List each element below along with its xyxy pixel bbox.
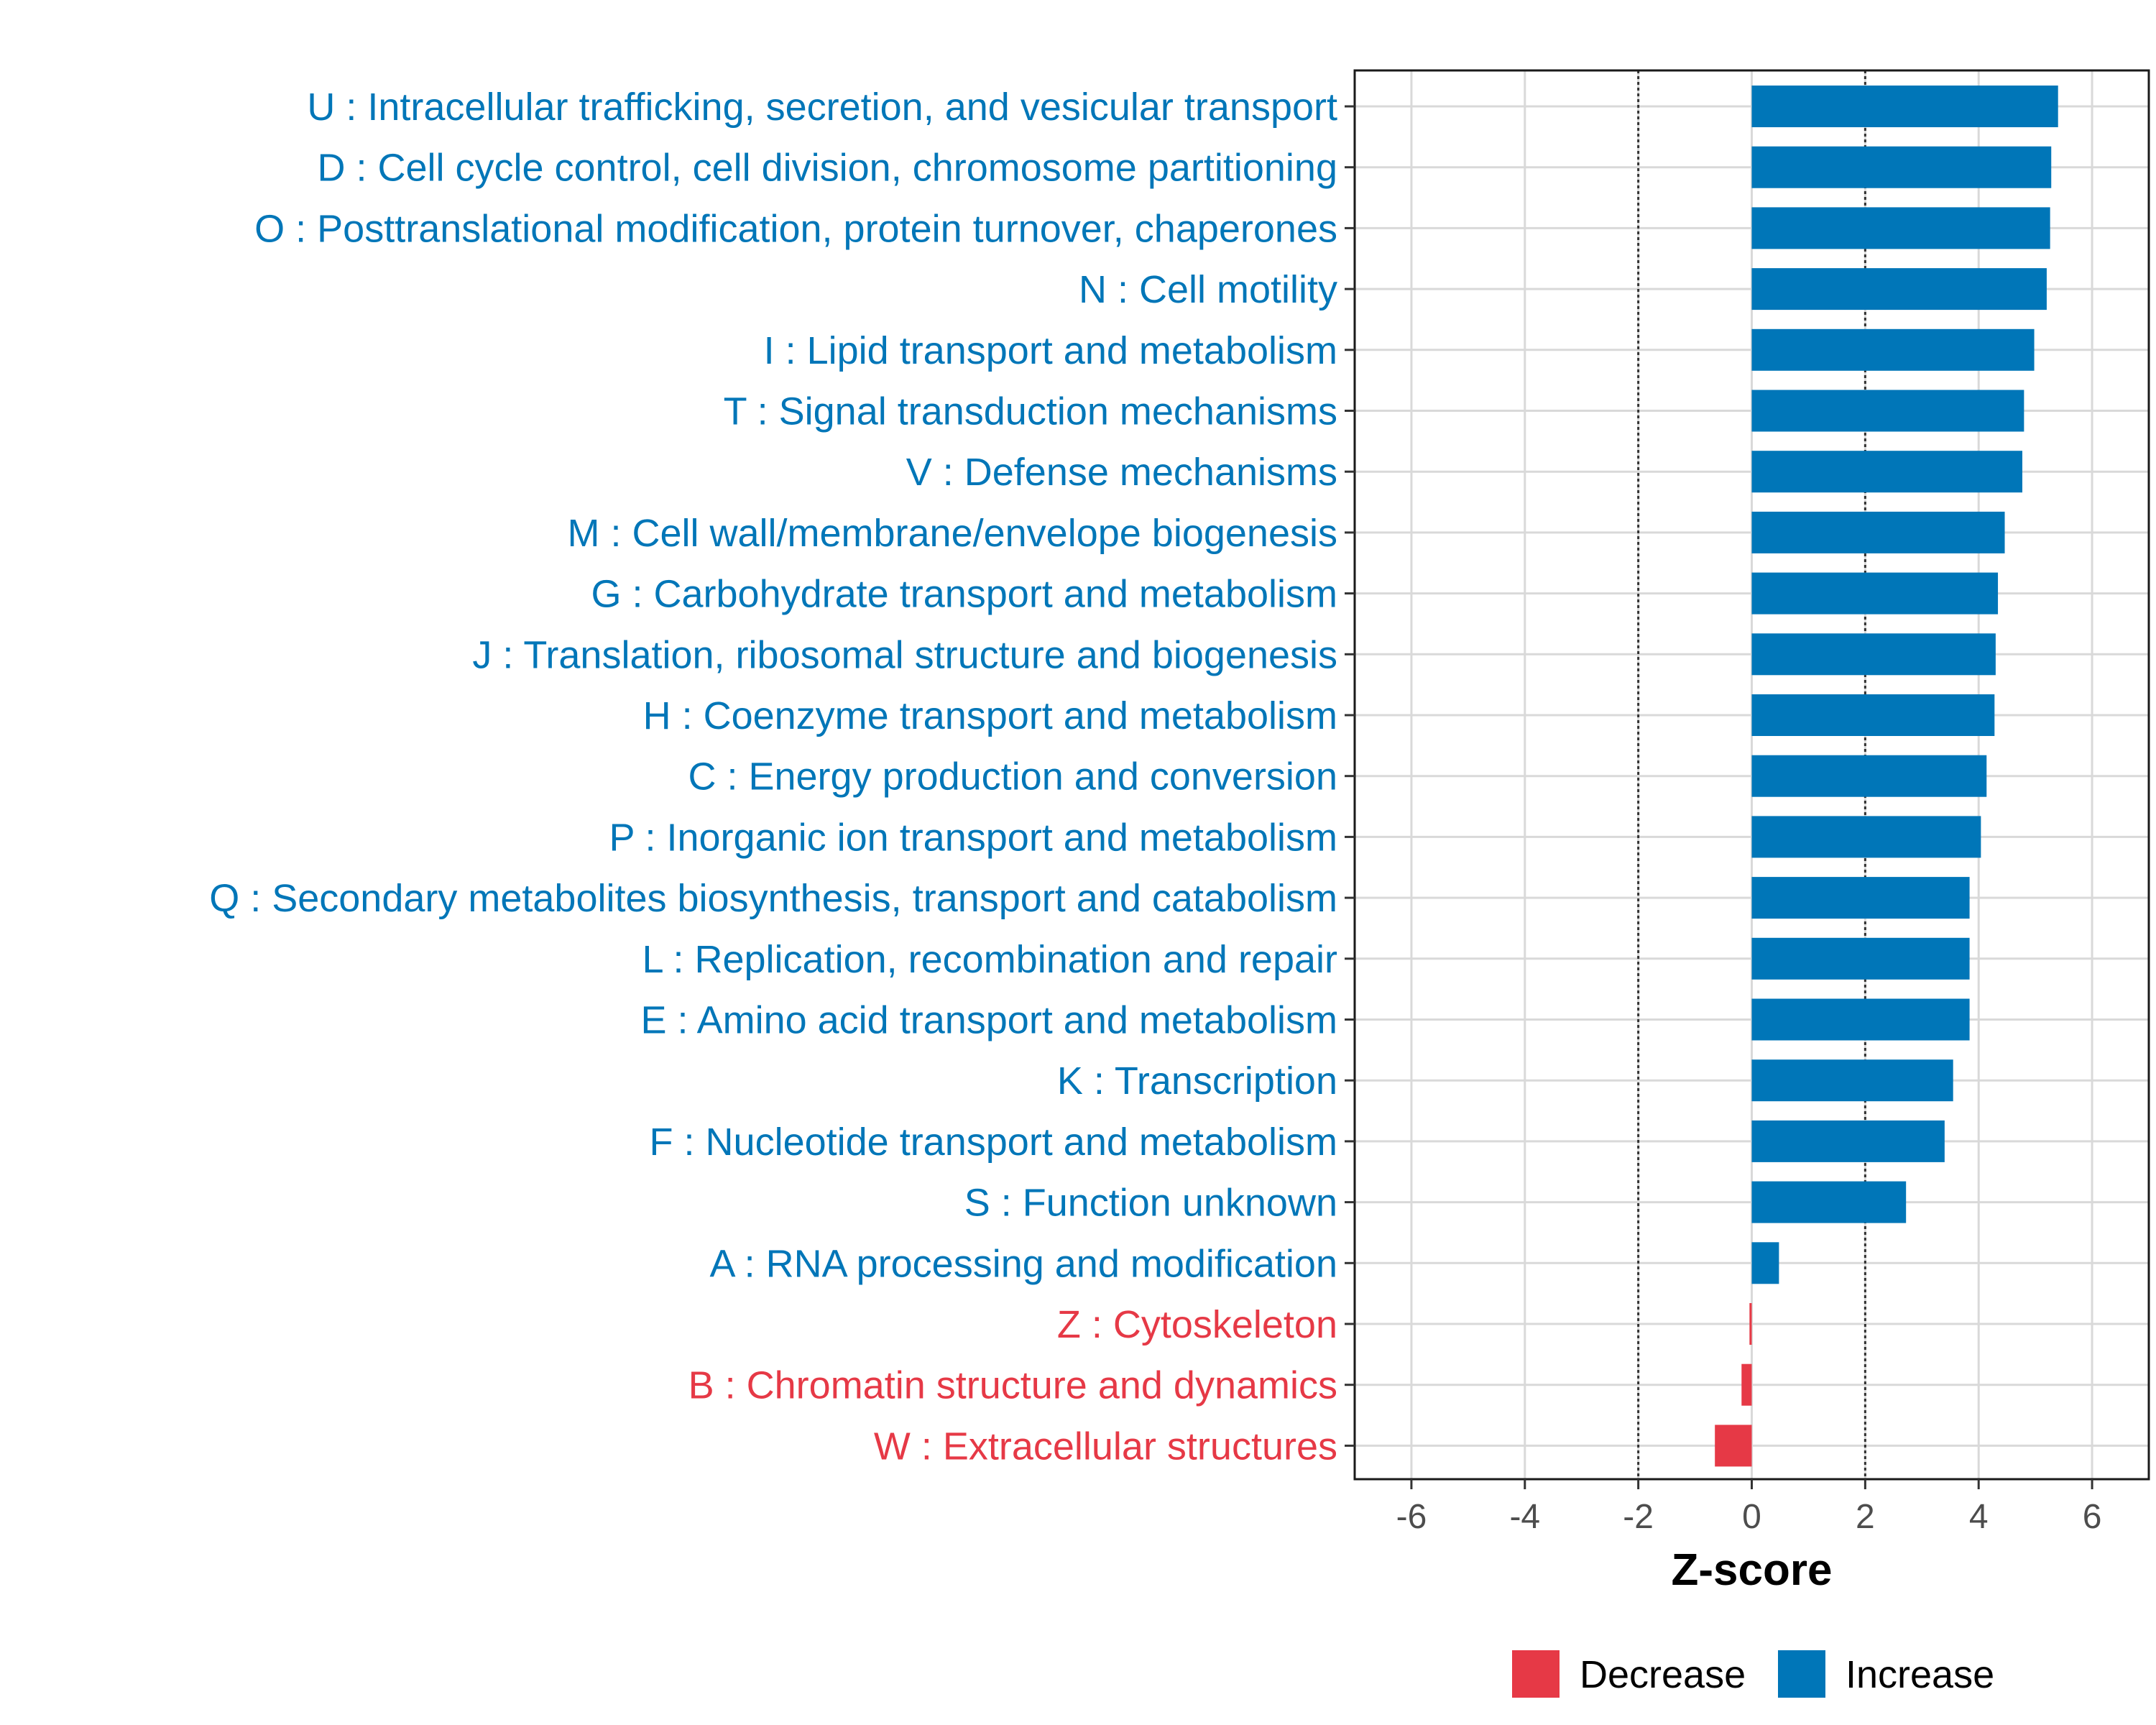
x-tick-label-6: 6 bbox=[2083, 1498, 2102, 1536]
bar-5 bbox=[1751, 390, 2024, 432]
bar-8 bbox=[1751, 572, 1999, 615]
legend-swatch-increase bbox=[1778, 1650, 1825, 1698]
category-label-4: I : Lipid transport and metabolism bbox=[764, 329, 1337, 372]
bar-22 bbox=[1715, 1425, 1752, 1467]
bar-0 bbox=[1751, 86, 2058, 127]
legend-label-increase: Increase bbox=[1846, 1653, 1994, 1696]
bar-4 bbox=[1751, 328, 2035, 371]
bar-7 bbox=[1751, 511, 2005, 553]
bar-9 bbox=[1751, 633, 1996, 676]
x-tick-label-0: -6 bbox=[1396, 1498, 1427, 1536]
category-label-12: P : Inorganic ion transport and metaboli… bbox=[609, 816, 1337, 859]
bar-19 bbox=[1751, 1242, 1779, 1284]
bar-14 bbox=[1751, 937, 1970, 980]
x-axis-ticks: -6 -4 -2 0 2 4 6 bbox=[1396, 1479, 2102, 1536]
y-axis-ticks bbox=[1345, 105, 1355, 1447]
bar-20 bbox=[1749, 1303, 1752, 1345]
category-label-22: W : Extracellular structures bbox=[874, 1425, 1337, 1468]
category-label-18: S : Function unknown bbox=[964, 1182, 1337, 1225]
x-tick-label-2: -2 bbox=[1623, 1498, 1654, 1536]
x-axis-title: Z-score bbox=[1672, 1545, 1833, 1595]
x-tick-label-5: 4 bbox=[1969, 1498, 1989, 1536]
x-tick-label-3: 0 bbox=[1742, 1498, 1761, 1536]
bar-10 bbox=[1751, 694, 1995, 736]
category-label-10: H : Coenzyme transport and metabolism bbox=[643, 694, 1337, 737]
x-tick-label-4: 2 bbox=[1856, 1498, 1875, 1536]
bar-3 bbox=[1751, 268, 2047, 310]
category-labels: U : Intracellular trafficking, secretion… bbox=[209, 86, 1337, 1468]
category-label-5: T : Signal transduction mechanisms bbox=[724, 390, 1337, 433]
bar-15 bbox=[1751, 998, 1970, 1041]
category-label-16: K : Transcription bbox=[1057, 1059, 1337, 1103]
x-tick-label-1: -4 bbox=[1509, 1498, 1540, 1536]
category-label-0: U : Intracellular trafficking, secretion… bbox=[307, 86, 1337, 129]
bars bbox=[1715, 86, 2058, 1467]
category-label-14: L : Replication, recombination and repai… bbox=[642, 938, 1337, 981]
bar-11 bbox=[1751, 755, 1987, 797]
category-label-20: Z : Cytoskeleton bbox=[1057, 1303, 1337, 1346]
category-label-19: A : RNA processing and modification bbox=[710, 1242, 1337, 1285]
legend: Decrease Increase bbox=[1512, 1650, 1994, 1698]
category-label-17: F : Nucleotide transport and metabolism bbox=[650, 1121, 1337, 1164]
bar-2 bbox=[1751, 207, 2050, 249]
bar-16 bbox=[1751, 1059, 1953, 1102]
category-label-9: J : Translation, ribosomal structure and… bbox=[472, 633, 1337, 676]
bar-6 bbox=[1751, 451, 2022, 493]
category-label-6: V : Defense mechanisms bbox=[906, 451, 1337, 494]
category-label-21: B : Chromatin structure and dynamics bbox=[688, 1364, 1337, 1407]
category-label-15: E : Amino acid transport and metabolism bbox=[641, 999, 1337, 1042]
legend-swatch-decrease bbox=[1512, 1650, 1560, 1698]
category-label-7: M : Cell wall/membrane/envelope biogenes… bbox=[567, 512, 1337, 555]
category-label-11: C : Energy production and conversion bbox=[688, 755, 1337, 799]
bar-1 bbox=[1751, 146, 2052, 188]
category-label-2: O : Posttranslational modification, prot… bbox=[254, 207, 1337, 250]
bar-12 bbox=[1751, 816, 1981, 858]
category-label-1: D : Cell cycle control, cell division, c… bbox=[317, 147, 1337, 190]
legend-label-decrease: Decrease bbox=[1580, 1653, 1746, 1696]
bar-21 bbox=[1741, 1363, 1752, 1406]
bar-17 bbox=[1751, 1120, 1945, 1162]
category-label-13: Q : Secondary metabolites biosynthesis, … bbox=[209, 877, 1337, 920]
category-label-3: N : Cell motility bbox=[1079, 268, 1337, 311]
bar-18 bbox=[1751, 1181, 1907, 1223]
bar-13 bbox=[1751, 877, 1970, 919]
category-label-8: G : Carbohydrate transport and metabolis… bbox=[591, 573, 1338, 616]
